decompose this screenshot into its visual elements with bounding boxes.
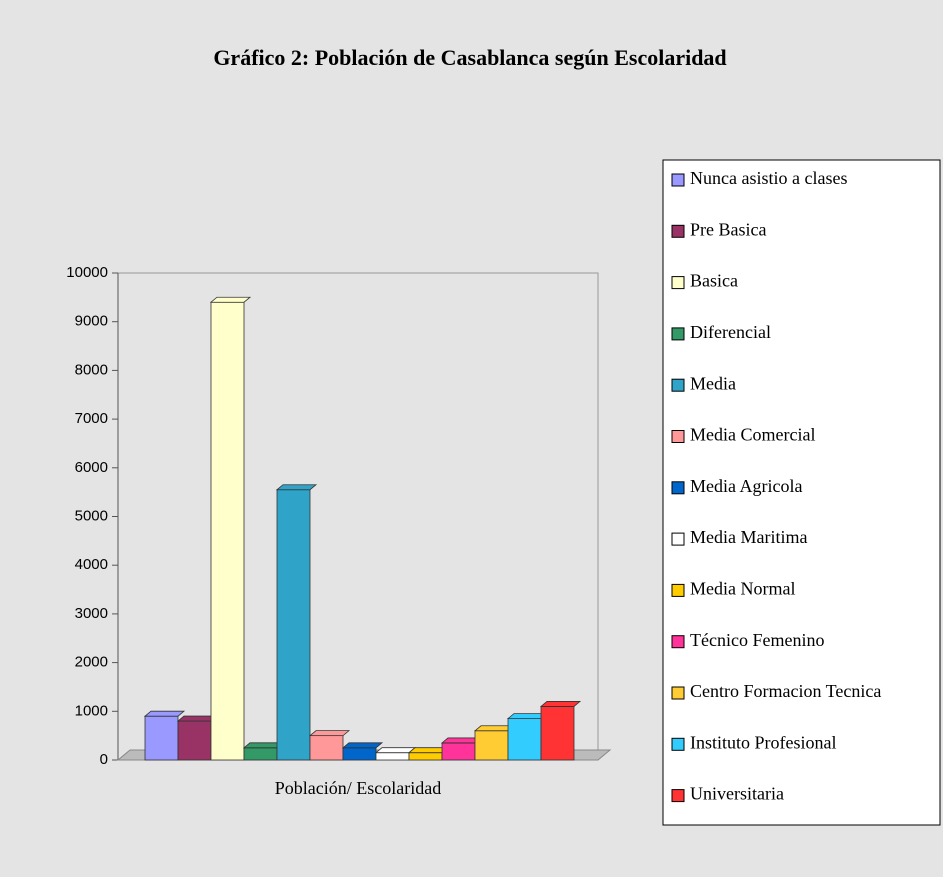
legend-swatch (671, 635, 685, 649)
y-tick-label: 2000 (75, 654, 108, 671)
legend-label: Nunca asistio a clases (690, 168, 847, 188)
bar (474, 730, 509, 761)
legend (662, 159, 941, 826)
bar (276, 489, 311, 761)
bar-top (275, 484, 318, 491)
legend-swatch (671, 430, 685, 443)
legend-swatch (671, 173, 685, 187)
legend-label: Media Normal (690, 579, 795, 599)
legend-swatch (671, 276, 685, 290)
y-tick-label: 9000 (75, 313, 108, 330)
bar-top (143, 710, 186, 717)
chart-title: Gráfico 2: Población de Casablanca según… (213, 45, 726, 70)
bar (441, 742, 476, 761)
y-tick-label: 6000 (75, 459, 108, 476)
bar-top (374, 747, 417, 754)
legend-swatch (671, 378, 685, 392)
legend-label: Media Agricola (690, 476, 802, 496)
legend-label: Diferencial (690, 322, 771, 342)
legend-label: Media (690, 373, 736, 393)
legend-label: Pre Basica (690, 219, 766, 239)
legend-swatch (671, 224, 685, 238)
bar (243, 747, 278, 761)
y-tick-label: 10000 (66, 264, 108, 281)
bar (408, 752, 443, 761)
y-tick-label: 3000 (75, 605, 108, 622)
legend-swatch (671, 686, 685, 700)
legend-label: Técnico Femenino (690, 630, 824, 650)
legend-swatch (671, 737, 685, 751)
legend-label: Instituto Profesional (690, 732, 837, 752)
bar (540, 706, 575, 761)
legend-label: Media Comercial (690, 425, 815, 445)
legend-label: Universitaria (690, 784, 784, 804)
legend-swatch (671, 789, 685, 803)
bar (375, 752, 410, 761)
y-tick-label: 5000 (75, 507, 108, 524)
y-tick-label: 8000 (75, 361, 108, 378)
legend-swatch (671, 481, 685, 495)
bar (177, 720, 212, 761)
bar-top (539, 701, 582, 707)
y-tick-label: 7000 (75, 410, 108, 427)
x-tick-label: Población/ Escolaridad (275, 778, 441, 798)
legend-swatch (671, 327, 685, 341)
bar (309, 735, 344, 761)
legend-label: Centro Formacion Tecnica (690, 681, 881, 701)
bar (342, 747, 377, 761)
y-tick-label: 4000 (75, 556, 108, 573)
bar-top (209, 296, 252, 303)
bar-top (341, 742, 384, 749)
bar-top (308, 730, 351, 737)
bar (210, 301, 245, 761)
legend-swatch (671, 583, 685, 597)
legend-label: Media Maritima (690, 527, 807, 547)
legend-swatch (671, 532, 685, 546)
bar (507, 718, 542, 761)
y-tick-label: 1000 (75, 702, 108, 719)
y-tick-label: 0 (100, 751, 108, 768)
bar (144, 715, 179, 761)
legend-label: Basica (690, 271, 738, 291)
